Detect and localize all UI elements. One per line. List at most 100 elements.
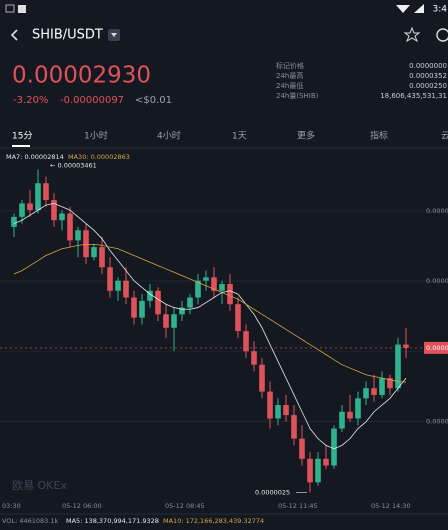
candle-body [91, 247, 97, 258]
candle-body [35, 183, 41, 211]
candle-body [147, 290, 153, 301]
candle-body [251, 351, 257, 365]
candle-body [395, 344, 401, 389]
candle-body [195, 280, 201, 298]
last-price: 0.00002930 [12, 63, 151, 89]
candle-body [203, 277, 209, 281]
x-tick-label: 05-12 14:30 [371, 502, 411, 510]
candle-body [27, 203, 33, 211]
chart: 0.0000 0.0000 0.0000 0.0000 03:30 05-12 06:00… [0, 153, 448, 510]
candle-body [227, 284, 233, 305]
ma30-line [13, 244, 407, 383]
candle-body [243, 331, 249, 352]
candle-body [323, 458, 329, 466]
candle-body [211, 277, 217, 291]
ma7-legend: MA7: 0.00002814 [6, 153, 64, 161]
tab[interactable]: 1小时 [84, 130, 108, 142]
signal-icon [414, 4, 424, 13]
candle-body [67, 213, 73, 241]
candle-body [387, 378, 393, 389]
candle-body [315, 458, 321, 483]
y-tick-label: 0.0000 [426, 277, 448, 285]
candle-body [235, 304, 241, 332]
candle-body [187, 297, 193, 308]
back-button[interactable] [10, 29, 18, 41]
high-annotation: ← 0.00003461 [50, 161, 97, 169]
candle-body [11, 216, 17, 227]
candle-body [155, 290, 161, 315]
stat-label: 24h最高 [276, 71, 303, 80]
volume-ma5: MA5: 138,370,994,171.9328 [66, 517, 159, 525]
status-time: 3:4 [433, 5, 448, 15]
ma30-legend: MA30: 0.00002863 [68, 153, 130, 161]
candle-body [283, 405, 289, 416]
current-price-box [424, 341, 448, 354]
candle-body [51, 200, 57, 221]
change-abs: -0.00000097 [60, 95, 124, 106]
change-pct: -3.20% [13, 95, 48, 106]
stat-label: 24h量(SHIB) [276, 92, 319, 100]
candle-body [115, 280, 121, 291]
candle-body [43, 183, 49, 201]
tab[interactable]: 1天 [232, 132, 247, 142]
ma7-line [13, 202, 407, 450]
candle-body [307, 458, 313, 483]
tab[interactable]: 15分 [12, 131, 32, 142]
x-tick-label: 03:30 [2, 502, 21, 510]
status-icon [5, 4, 15, 13]
fiat-price: <$0.01 [135, 95, 172, 106]
current-price-label: 0.0000 [426, 344, 448, 352]
y-tick-label: 0.0000 [426, 207, 448, 215]
candle-body [371, 388, 377, 395]
favorite-button[interactable] [403, 26, 421, 43]
low-annotation: 0.0000025 [255, 488, 290, 496]
tab[interactable]: 更多 [297, 130, 315, 142]
candle-body [99, 247, 105, 268]
volume-ma10: MA10: 172,166,283,439.32774 [163, 517, 264, 525]
candle-body [131, 297, 137, 318]
candle-body [363, 388, 369, 399]
candle-body [107, 267, 113, 291]
candle-body [75, 230, 81, 241]
tab-underline [12, 145, 30, 147]
stat-label: 标记价格 [276, 61, 304, 70]
candle-body [403, 344, 409, 348]
refresh-button[interactable] [436, 28, 448, 42]
volume-label: VOL: 4461083.1k [2, 517, 58, 525]
candle-body [171, 314, 177, 328]
candle-body [59, 213, 65, 221]
candle-body [355, 398, 361, 419]
stats: 标记价格 0.0000000 24h最高 0.0000352 24h最低 0.000025… [276, 61, 447, 100]
candle-body [179, 307, 185, 315]
candle-body [139, 300, 145, 318]
candle-body [339, 411, 345, 429]
candle-body [219, 284, 225, 291]
tabs: 15分 1小时 4小时 1天 更多 指标 云 [12, 130, 448, 142]
tab[interactable]: 指标 [370, 130, 388, 142]
tab[interactable]: 4小时 [157, 130, 181, 142]
candle-body [19, 203, 25, 217]
tab[interactable]: 云 [441, 132, 448, 142]
candle-body [83, 230, 89, 258]
candle-body [267, 391, 273, 419]
x-tick-label: 05-12 08:45 [165, 502, 205, 510]
pair-name[interactable]: SHIB/USDT [32, 28, 103, 43]
x-tick-label: 05-12 06:00 [62, 502, 102, 510]
candle-body [291, 415, 297, 439]
candle-body [379, 378, 385, 395]
candle-body [123, 280, 129, 298]
x-tick-label: 05-12 11:45 [278, 502, 318, 510]
stat-value: 0.0000250 [409, 82, 447, 90]
candle-body [299, 438, 305, 459]
stat-label: 24h最低 [276, 81, 303, 90]
candle-body [347, 411, 353, 419]
watermark: 欧易 OKEx [12, 479, 67, 492]
candle-body [331, 428, 337, 466]
status-icon [18, 5, 26, 13]
stat-value: 0.0000352 [409, 72, 447, 80]
wifi-icon [396, 5, 410, 13]
dropdown-arrow [111, 33, 117, 37]
y-tick-label: 0.0000 [426, 417, 448, 425]
